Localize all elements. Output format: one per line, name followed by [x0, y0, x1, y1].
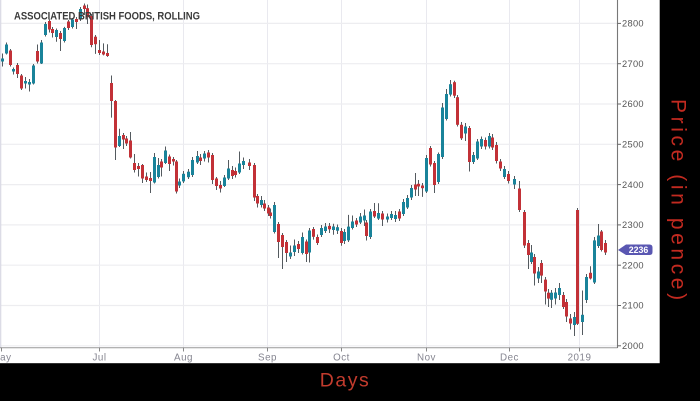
svg-text:Oct: Oct [333, 353, 350, 364]
svg-text:May: May [0, 353, 12, 364]
svg-text:Sep: Sep [258, 353, 277, 364]
svg-text:Aug: Aug [174, 353, 193, 364]
svg-text:2200: 2200 [622, 260, 644, 270]
svg-text:2700: 2700 [622, 59, 644, 69]
svg-text:2600: 2600 [622, 99, 644, 109]
svg-text:Dec: Dec [500, 353, 519, 364]
svg-text:2500: 2500 [622, 140, 644, 150]
svg-text:2300: 2300 [622, 220, 644, 230]
svg-text:ASSOCIATED BRITISH FOODS, ROLL: ASSOCIATED BRITISH FOODS, ROLLING [14, 11, 200, 23]
svg-text:Nov: Nov [417, 353, 436, 364]
svg-text:2400: 2400 [622, 180, 644, 190]
svg-text:2100: 2100 [622, 301, 644, 311]
svg-text:Jul: Jul [92, 353, 106, 364]
svg-text:Days: Days [320, 370, 370, 392]
svg-text:2236: 2236 [629, 245, 649, 255]
svg-text:Price (in pence): Price (in pence) [667, 99, 690, 304]
svg-text:2800: 2800 [622, 19, 644, 29]
svg-text:2019: 2019 [568, 353, 592, 364]
svg-text:2000: 2000 [622, 341, 644, 351]
